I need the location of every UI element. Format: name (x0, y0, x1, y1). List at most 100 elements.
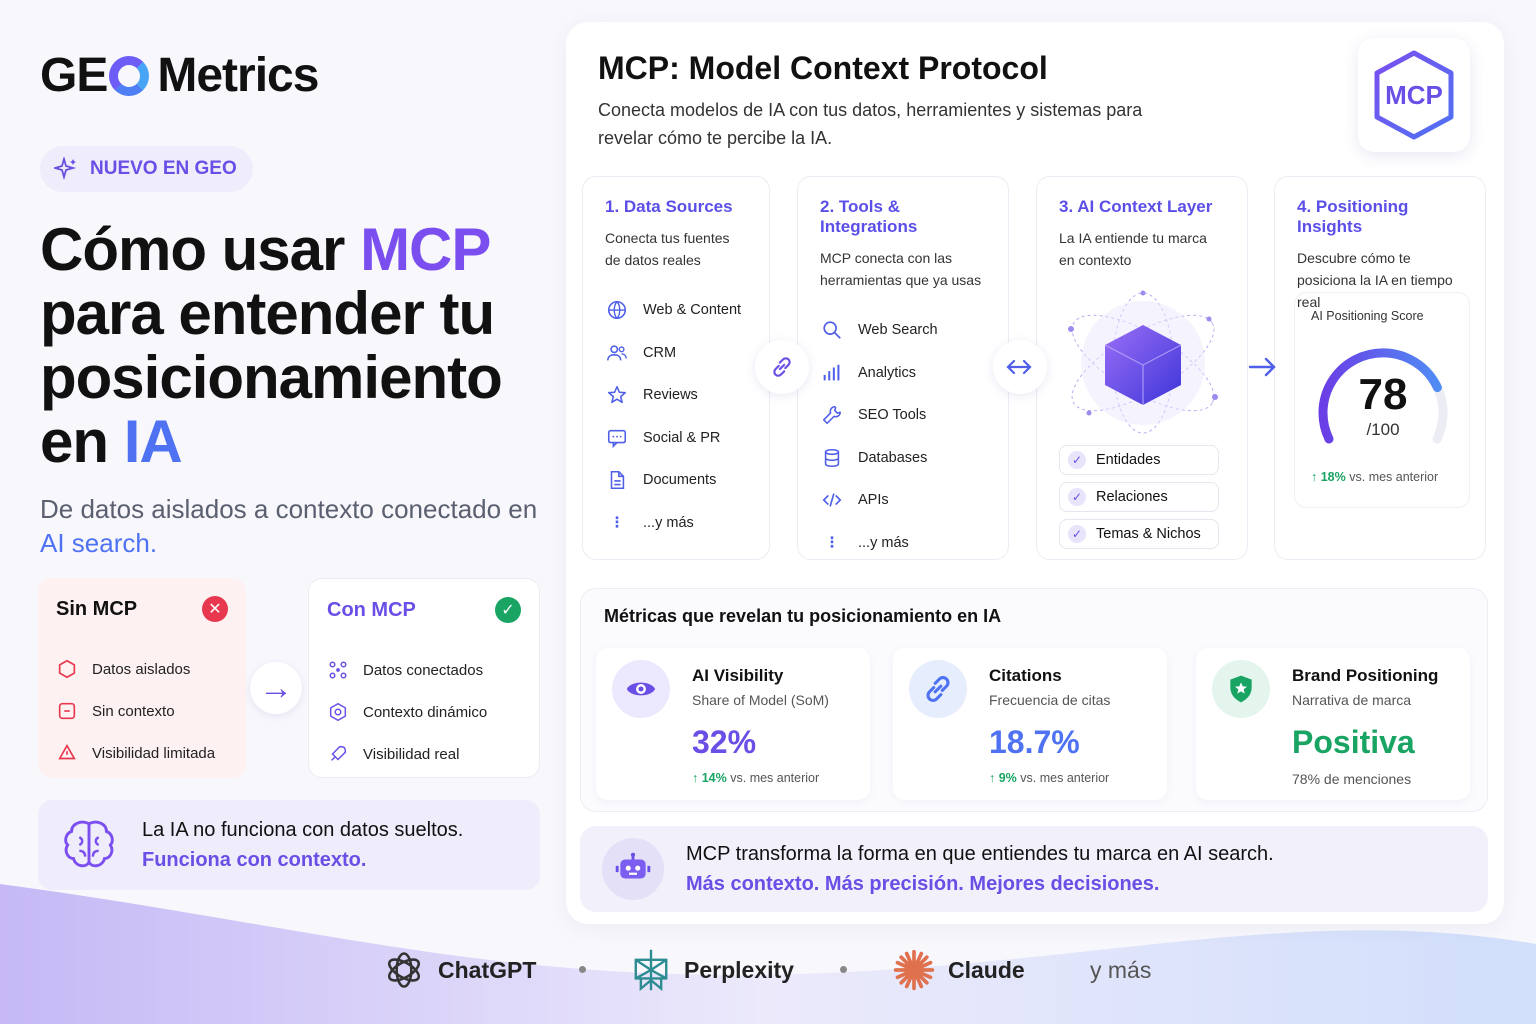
without-item-0: Datos aislados (92, 660, 191, 678)
step-tools: 2. Tools & Integrations MCP conecta con … (797, 176, 1009, 560)
footer-chatgpt: ChatGPT (382, 946, 536, 994)
score-gauge: 78 /100 (1318, 348, 1448, 444)
hero-l1a: Cómo usar (40, 216, 361, 283)
list-item: APIs (820, 479, 986, 522)
code-icon (820, 488, 844, 512)
hexagon-icon (58, 659, 76, 679)
list-item: ⋮ ...y más (820, 522, 986, 565)
logo-text-left: GE (40, 49, 108, 102)
metric-change-text: vs. mes anterior (1020, 771, 1110, 785)
score-label: AI Positioning Score (1311, 309, 1424, 323)
hero-l3: posicionamiento (40, 344, 503, 411)
shield-star-icon (1212, 660, 1270, 718)
item-label: Databases (858, 449, 928, 466)
step-positioning-insights: 4. Positioning Insights Descubre cómo te… (1274, 176, 1486, 560)
with-mcp-card: Con MCP ✓ Datos conectados Contexto diná… (308, 578, 540, 778)
item-label: APIs (858, 492, 889, 509)
metric-card-visibility: AI Visibility Share of Model (SoM) 32% ↑… (596, 648, 870, 800)
sparkle-icon (54, 157, 77, 181)
metrics-title: Métricas que revelan tu posicionamiento … (604, 606, 1002, 626)
star-icon (605, 383, 629, 407)
metric-sub: Narrativa de marca (1292, 692, 1412, 708)
with-item-1: Contexto dinámico (363, 703, 488, 721)
card-title: MCP: Model Context Protocol (598, 50, 1048, 86)
metric-card-brand: Brand Positioning Narrativa de marca Pos… (1196, 648, 1470, 800)
database-icon (820, 446, 844, 470)
up-arrow-icon: ↑ (692, 771, 702, 785)
compare-arrow-icon: → (250, 662, 302, 714)
footer-item-label: Claude (948, 956, 1025, 983)
positioning-score: AI Positioning Score 78 /100 ↑ 18% vs. m… (1294, 292, 1470, 508)
metric-value: Positiva (1292, 724, 1415, 760)
list-item: Datos conectados (327, 649, 521, 691)
list-item: Web & Content (605, 289, 747, 332)
eye-icon (612, 660, 670, 718)
item-label: SEO Tools (858, 407, 927, 424)
metric-value: 32% (692, 724, 757, 760)
item-label: CRM (643, 344, 677, 361)
with-title: Con MCP (327, 598, 416, 621)
separator-dot (840, 966, 847, 973)
check-icon: ✓ (1068, 525, 1086, 543)
list-item: Analytics (820, 352, 986, 395)
item-label: Reviews (643, 387, 698, 404)
hero-l1b: MCP (360, 216, 491, 283)
cube-icon (329, 702, 347, 722)
metric-sub: Frecuencia de citas (989, 692, 1111, 708)
hero-l2: para entender tu (40, 280, 495, 347)
banner-line-1: MCP transforma la forma en que entiendes… (686, 843, 1274, 865)
subtitle-a: De datos aislados a contexto conectado e… (40, 494, 538, 524)
claude-icon (893, 949, 935, 991)
footer-item-label: ChatGPT (438, 956, 537, 983)
rocket-icon (331, 745, 347, 761)
metric-change-value: 9% (998, 771, 1017, 785)
item-label: Documents (643, 472, 717, 489)
list-item: CRM (605, 332, 747, 375)
item-label: Social & PR (643, 429, 721, 446)
link-icon (909, 660, 967, 718)
note-line-1: La IA no funciona con datos sueltos. (142, 819, 464, 841)
wrench-icon (820, 403, 844, 427)
hero-subtitle: De datos aislados a contexto conectado e… (40, 492, 540, 560)
footer-perplexity: Perplexity (630, 946, 794, 994)
transfer-connector-icon (993, 340, 1047, 394)
step-context-layer: 3. AI Context Layer La IA entiende tu ma… (1036, 176, 1248, 560)
document-icon (605, 468, 629, 492)
metric-change: ↑ 14% vs. mes anterior (692, 771, 829, 785)
mcp-logo: MCP (1358, 38, 1470, 152)
list-item: Social & PR (605, 417, 747, 460)
metric-change-text: 78% de menciones (1292, 771, 1412, 787)
metric-name: AI Visibility (692, 666, 784, 685)
list-item: Visibilidad real (327, 733, 521, 775)
context-chip: ✓ Temas & Nichos (1059, 519, 1219, 549)
list-item: Documents (605, 459, 747, 502)
step-desc: MCP conecta con las herramientas que ya … (820, 250, 982, 288)
context-chip: ✓ Entidades (1059, 445, 1219, 475)
step-title: 1. Data Sources (605, 197, 733, 216)
context-chip: ✓ Relaciones (1059, 482, 1219, 512)
metric-name: Brand Positioning (1292, 666, 1439, 685)
step-title: 3. AI Context Layer (1059, 197, 1213, 216)
logo-ring-icon (109, 55, 150, 96)
step-desc: Conecta tus fuentes de datos reales (605, 230, 730, 268)
up-arrow-icon: ↑ (989, 771, 999, 785)
brand-logo: GE Metrics (40, 48, 319, 103)
footer-item-label: Perplexity (684, 956, 794, 983)
score-change: ↑ 18% vs. mes anterior (1311, 470, 1453, 484)
step-title: 4. Positioning Insights (1297, 197, 1409, 236)
metric-change: ↑ 9% vs. mes anterior (989, 771, 1110, 785)
list-item: Reviews (605, 374, 747, 417)
separator-dot (579, 966, 586, 973)
check-circle-icon: ✓ (495, 597, 521, 623)
list-item: Visibilidad limitada (56, 732, 228, 774)
list-item: SEO Tools (820, 394, 986, 437)
metric-change-value: 14% (701, 771, 727, 785)
users-icon (605, 341, 629, 365)
metric-name: Citations (989, 666, 1062, 685)
without-mcp-card: Sin MCP ✕ Datos aislados Sin contexto Vi… (38, 578, 246, 778)
footer-more: y más (1090, 956, 1152, 983)
step-title: 2. Tools & Integrations (820, 197, 918, 236)
list-item: Databases (820, 437, 986, 480)
mcp-hexagon-icon: MCP (1374, 50, 1454, 140)
brain-icon (64, 820, 114, 868)
